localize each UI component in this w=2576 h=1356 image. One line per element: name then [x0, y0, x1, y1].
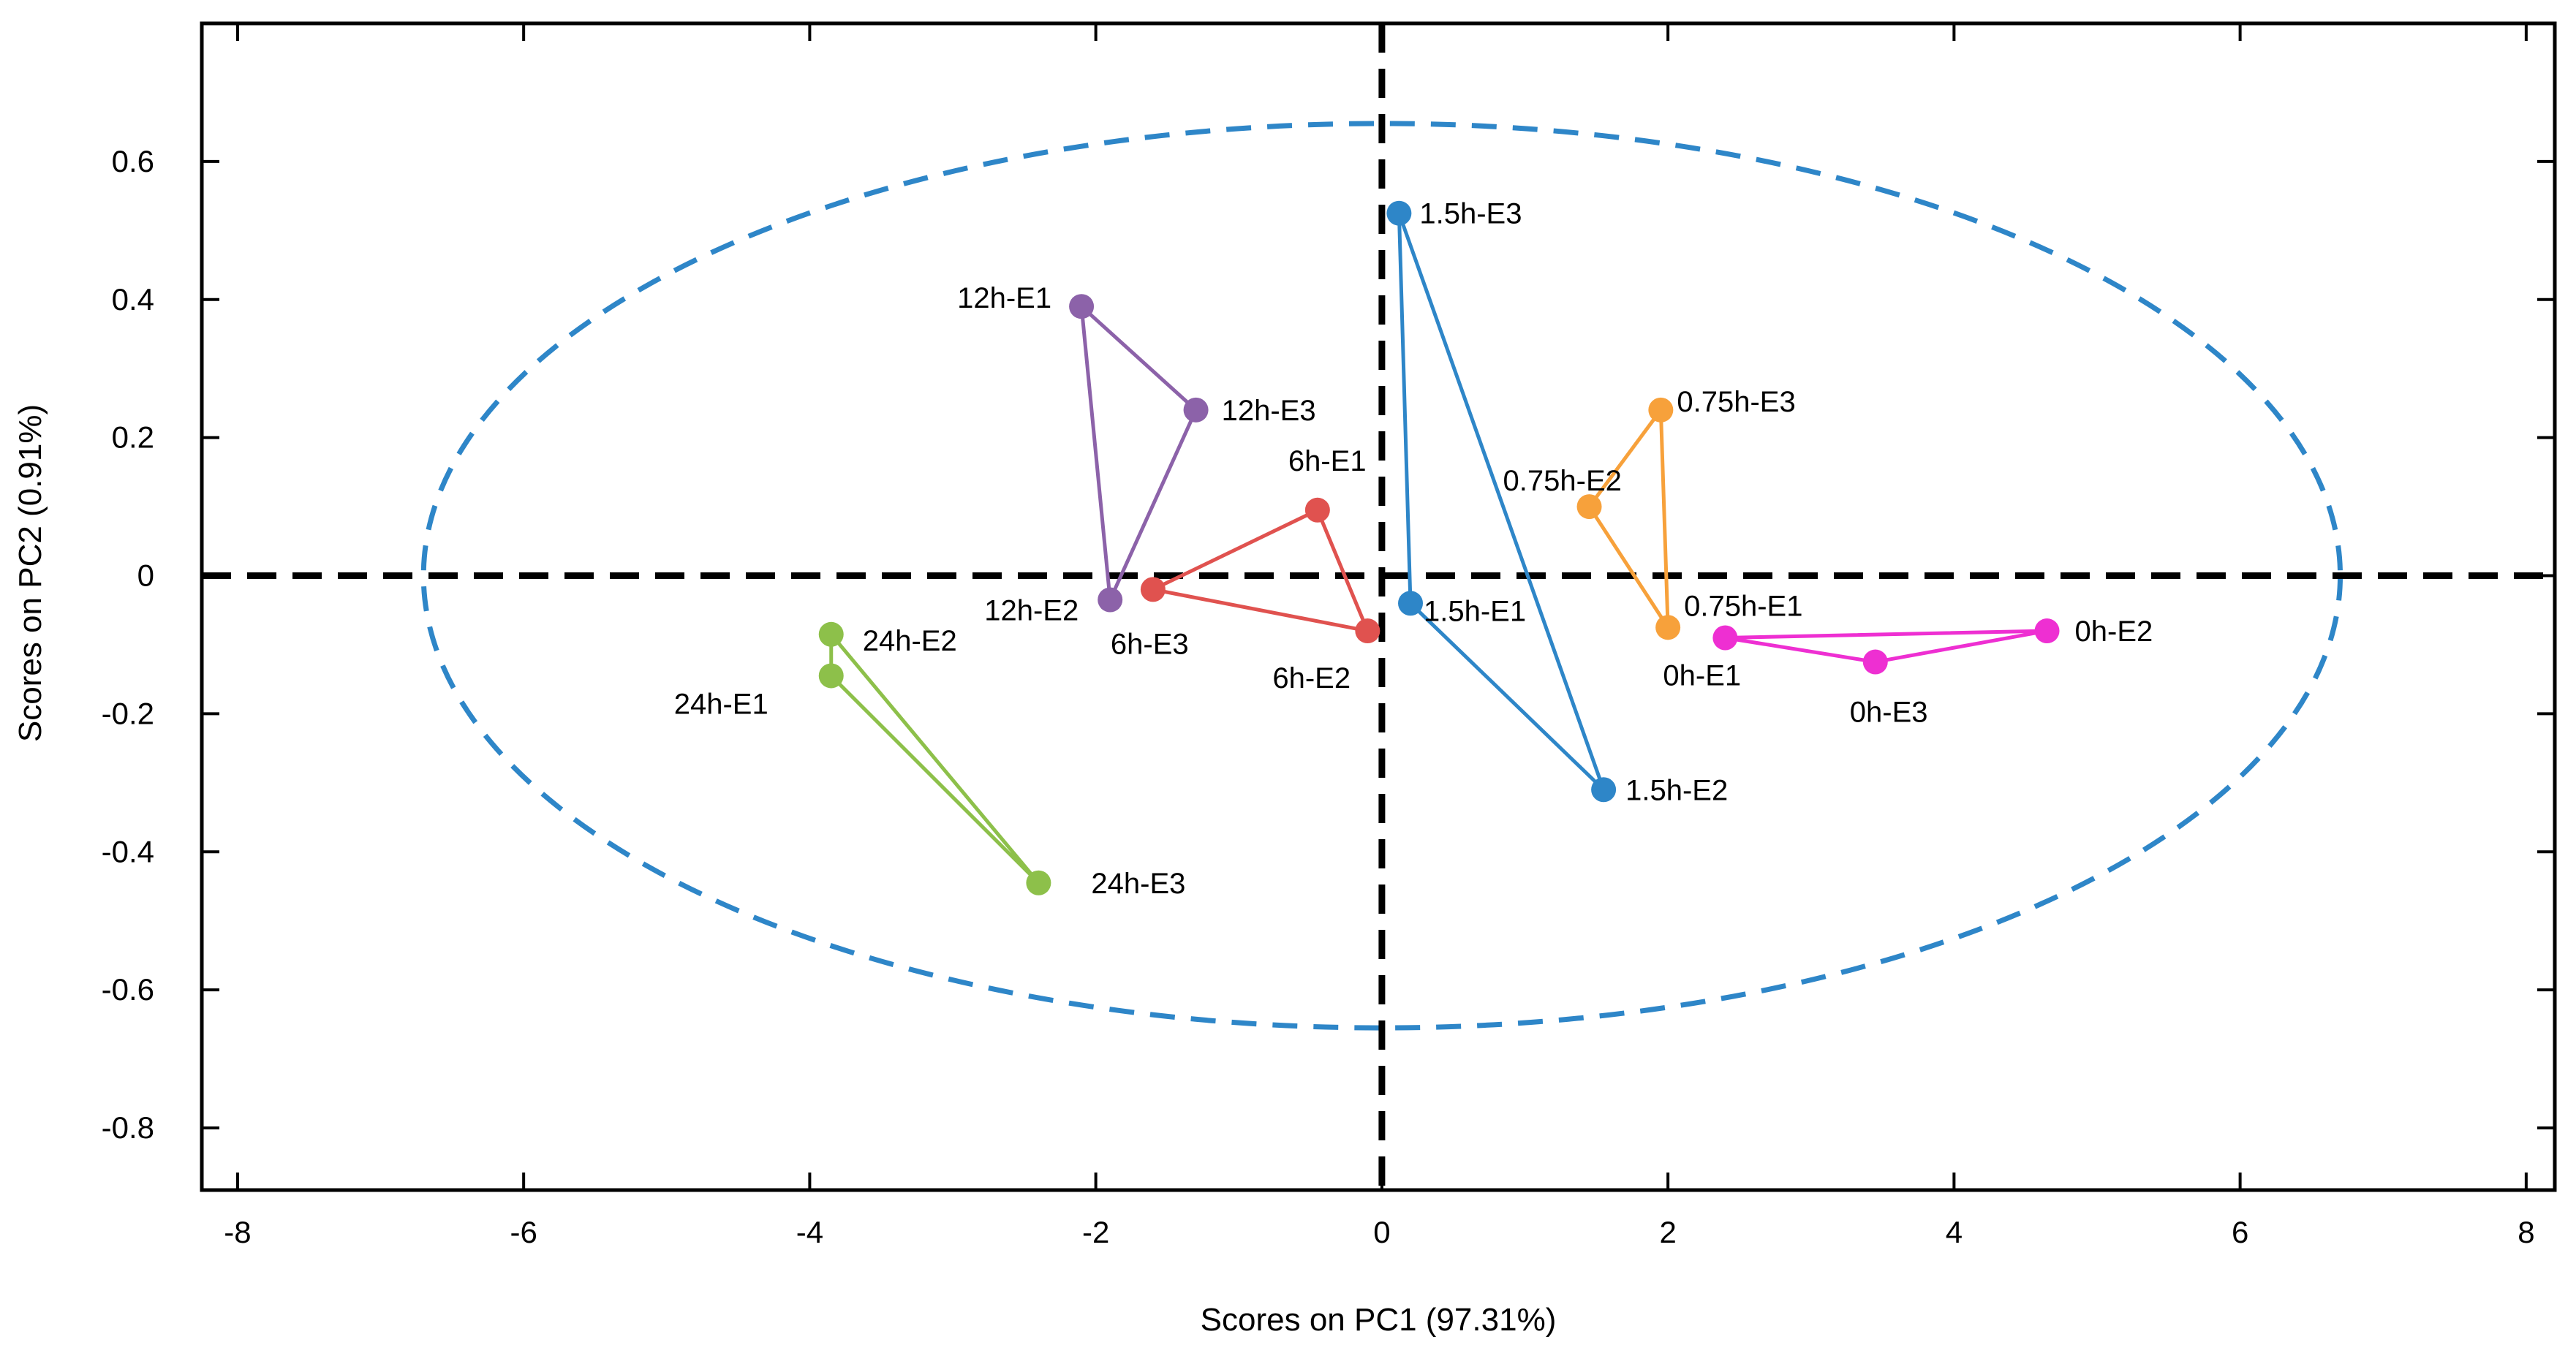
- data-point: [1398, 591, 1424, 616]
- point-label: 0h-E2: [2075, 615, 2153, 648]
- point-label: 0h-E3: [1850, 697, 1928, 729]
- data-point: [1591, 777, 1617, 803]
- series-line: [1723, 629, 2050, 664]
- data-point: [1648, 397, 1674, 423]
- y-tick-label: 0: [137, 558, 154, 593]
- point-label: 0h-E1: [1663, 659, 1741, 692]
- point-label: 24h-E1: [674, 688, 768, 720]
- x-tick-label: -4: [796, 1215, 823, 1249]
- x-axis-ticks: -8 -6 -4 -2 0 2 4 6 8: [224, 23, 2535, 1249]
- point-label: 1.5h-E3: [1419, 198, 1522, 230]
- point-label: 0.75h-E3: [1677, 386, 1795, 418]
- y-tick-label: -0.2: [102, 696, 154, 730]
- point-label: 6h-E3: [1111, 628, 1189, 660]
- y-tick-label: -0.6: [102, 972, 154, 1007]
- x-tick-label: 0: [1373, 1215, 1390, 1249]
- x-tick-label: -2: [1082, 1215, 1109, 1249]
- series-12h: [1069, 294, 1209, 613]
- data-point: [1069, 294, 1095, 319]
- point-label: 6h-E1: [1288, 445, 1367, 477]
- reference-lines-layer: [202, 23, 2555, 1190]
- y-tick-label: 0.2: [112, 420, 154, 455]
- point-label: 0.75h-E2: [1503, 465, 1622, 497]
- x-tick-label: 8: [2518, 1215, 2534, 1249]
- data-point: [2034, 618, 2060, 644]
- series-1_5h: [1386, 200, 1617, 803]
- point-label: 6h-E2: [1272, 662, 1351, 694]
- series-line: [1151, 508, 1370, 633]
- point-label: 0.75h-E1: [1684, 590, 1802, 622]
- y-axis-title: Scores on PC2 (0.91%): [12, 404, 48, 742]
- x-tick-label: -6: [510, 1215, 537, 1249]
- x-tick-label: 2: [1659, 1215, 1676, 1249]
- point-label: 1.5h-E2: [1625, 774, 1728, 806]
- x-tick-label: 6: [2232, 1215, 2248, 1249]
- plot-frame: [200, 21, 2557, 1192]
- series-6h: [1140, 497, 1380, 644]
- point-label: 12h-E3: [1222, 395, 1316, 427]
- point-label: 12h-E1: [957, 282, 1051, 314]
- data-point: [1355, 618, 1380, 644]
- y-tick-label: -0.8: [102, 1110, 154, 1145]
- series-layer: [818, 200, 2060, 895]
- data-point: [818, 621, 844, 647]
- x-tick-label: 4: [1946, 1215, 1963, 1249]
- series-line: [1397, 211, 1606, 792]
- series-line: [829, 632, 1040, 885]
- data-point: [1862, 649, 1888, 675]
- point-label: 24h-E3: [1091, 868, 1185, 900]
- data-point: [1304, 497, 1330, 523]
- y-axis-ticks: 0.6 0.4 0.2 0 -0.2 -0.4 -0.6 -0.8: [102, 144, 2555, 1145]
- data-point: [818, 663, 844, 689]
- data-point: [1183, 397, 1209, 423]
- x-tick-label: -8: [224, 1215, 251, 1249]
- point-labels-layer: 0h-E1 0h-E2 0h-E3 0.75h-E1 0.75h-E2 0.75h-E3 1…: [674, 198, 2153, 900]
- data-point: [1026, 870, 1051, 895]
- point-label: 1.5h-E1: [1424, 595, 1526, 627]
- series-0_75h: [1576, 397, 1681, 640]
- y-tick-label: 0.6: [112, 144, 154, 178]
- data-point: [1098, 587, 1123, 613]
- series-0h: [1712, 618, 2060, 675]
- data-point: [1386, 200, 1412, 226]
- series-24h: [818, 621, 1051, 895]
- y-tick-label: -0.4: [102, 834, 154, 868]
- x-axis-title: Scores on PC1 (97.31%): [1201, 1302, 1557, 1338]
- data-point: [1140, 577, 1166, 602]
- point-label: 12h-E2: [984, 595, 1079, 627]
- data-point: [1655, 615, 1681, 640]
- data-point: [1712, 625, 1738, 651]
- series-line: [1079, 304, 1198, 602]
- series-line: [1587, 408, 1670, 629]
- data-point: [1576, 494, 1602, 520]
- point-label: 24h-E2: [863, 625, 957, 657]
- y-tick-label: 0.4: [112, 282, 154, 317]
